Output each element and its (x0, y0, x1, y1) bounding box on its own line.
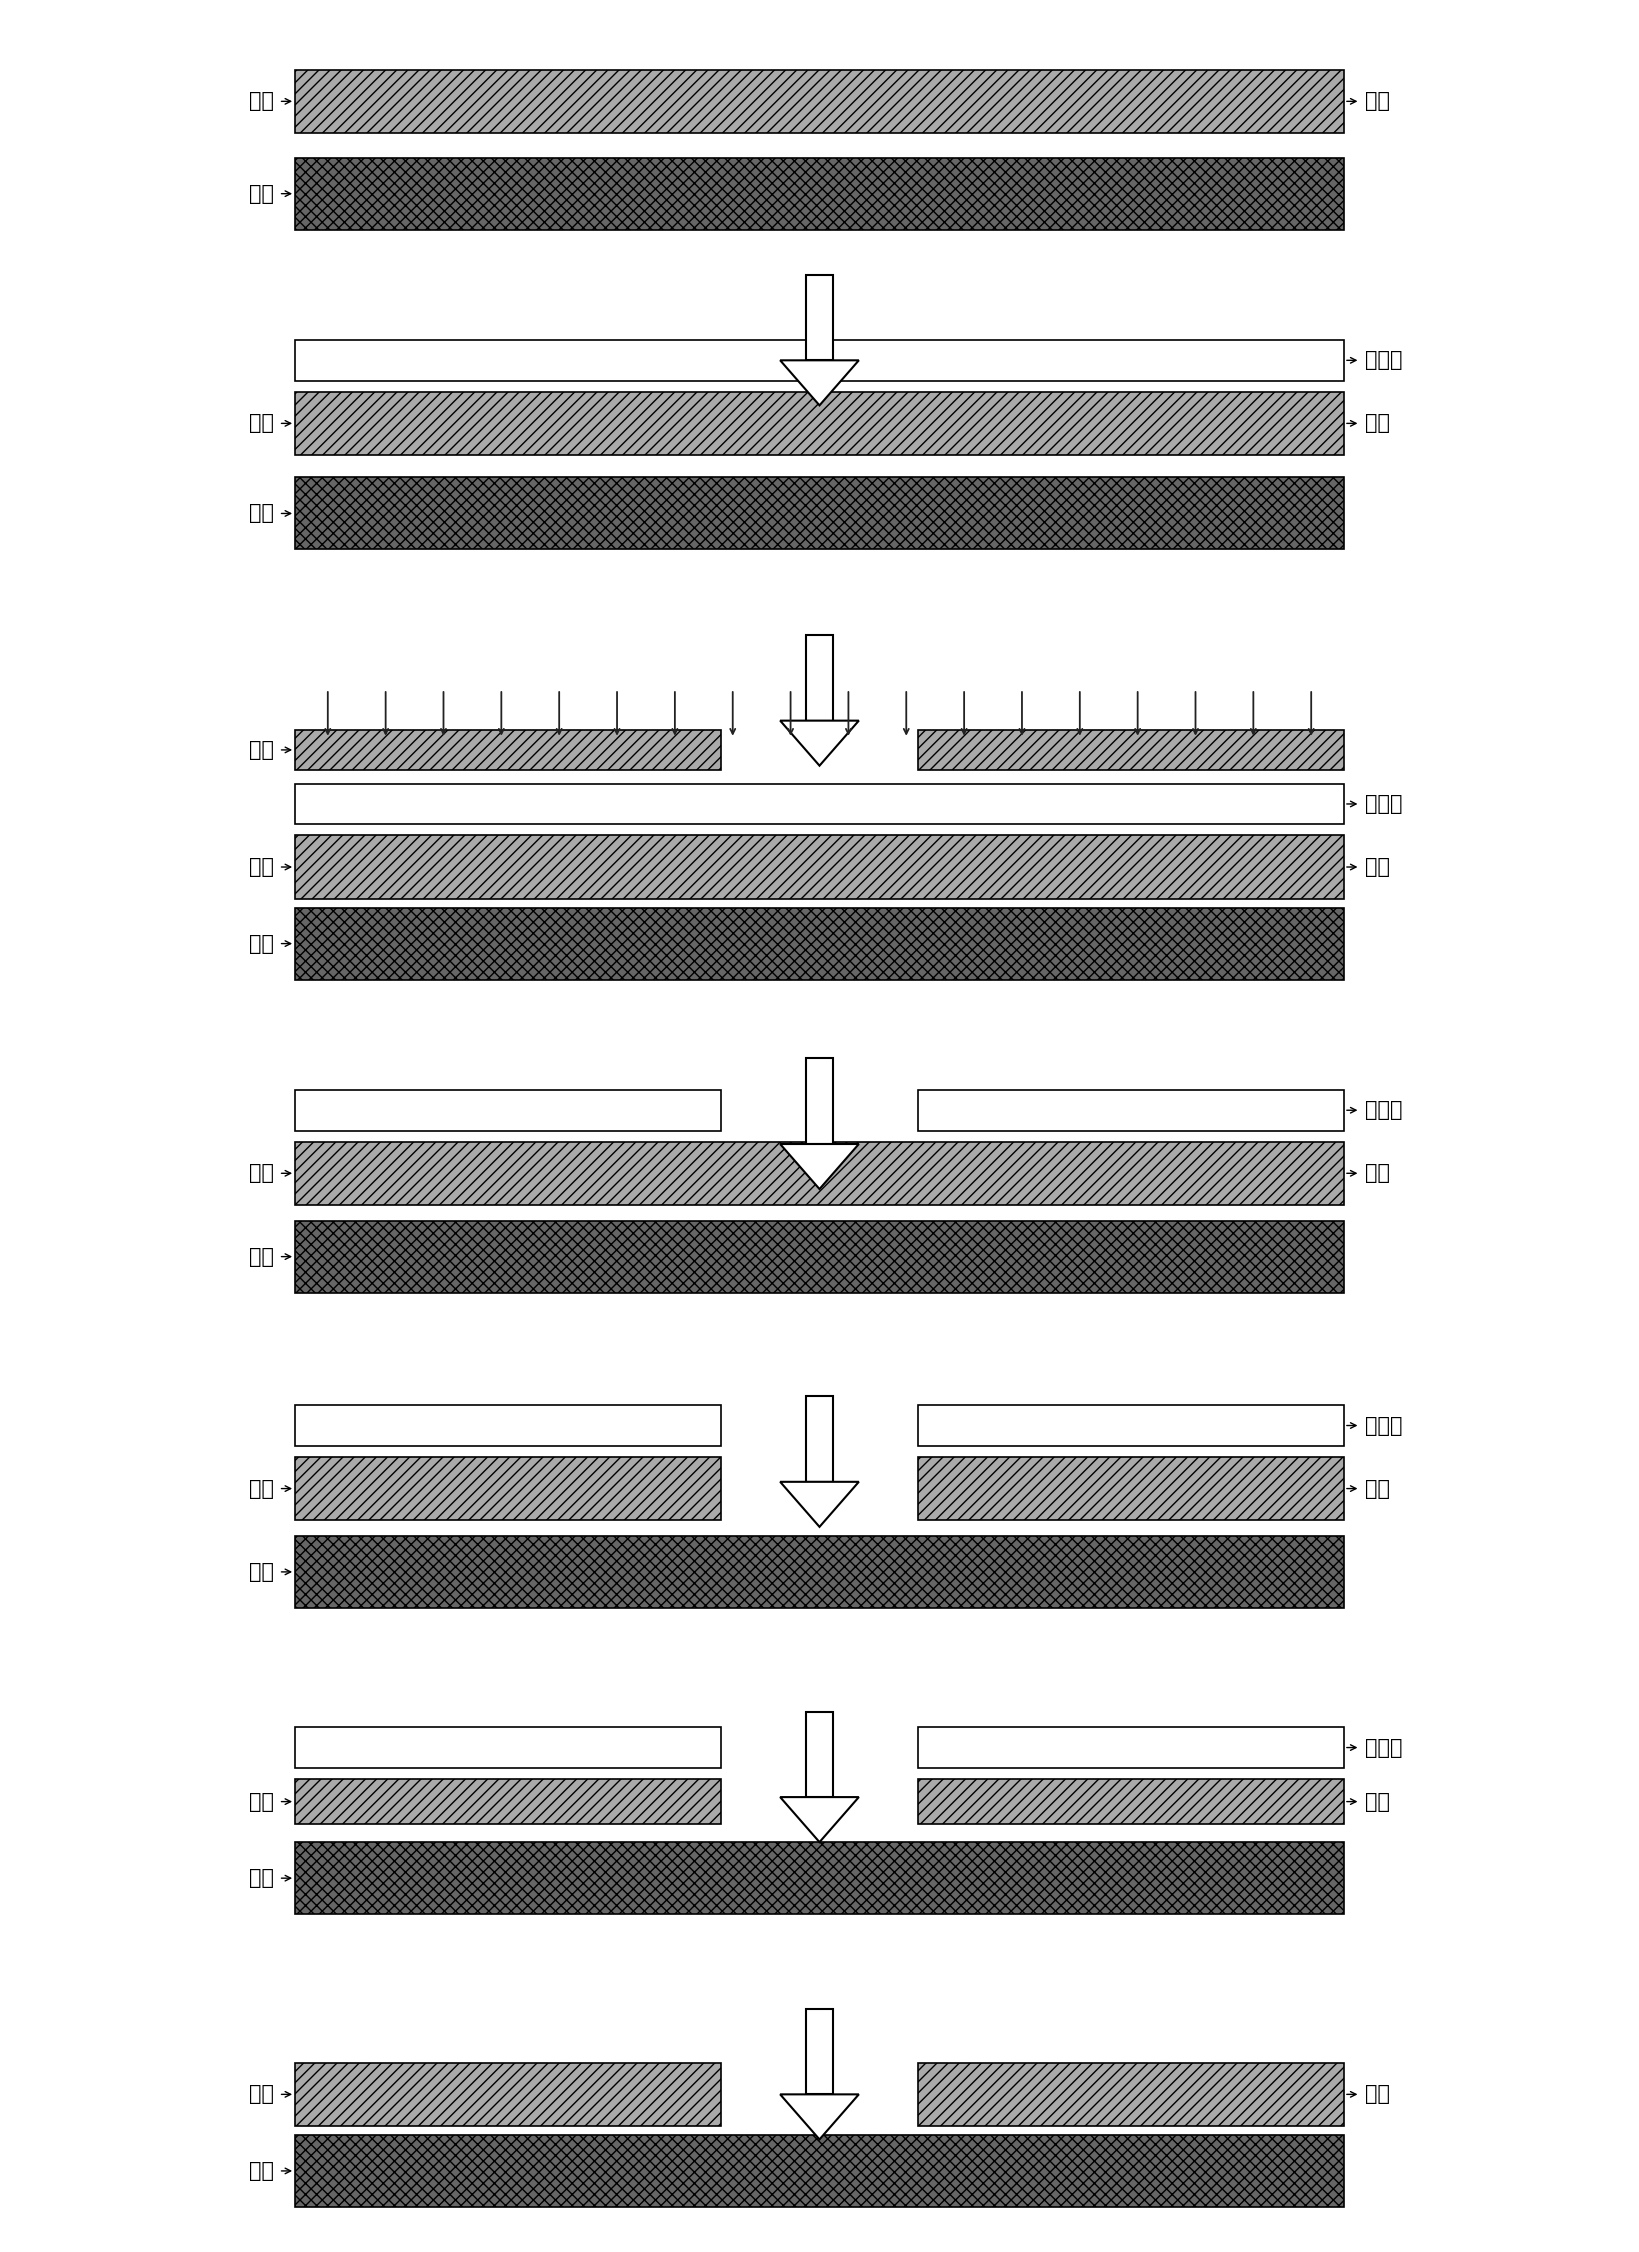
Bar (295, 908, 1344, 980)
Bar (295, 2135, 1344, 2207)
Bar (295, 158, 1344, 230)
Bar (918, 2063, 1344, 2126)
Text: 基片: 基片 (249, 1563, 274, 1581)
Polygon shape (780, 360, 859, 405)
Text: 金膜: 金膜 (249, 92, 274, 110)
Bar (918, 1090, 1344, 1131)
Bar (806, 1396, 833, 1482)
Text: 基片: 基片 (249, 1248, 274, 1266)
Bar (295, 392, 1344, 455)
Bar (918, 1727, 1344, 1768)
Bar (295, 1842, 1344, 1914)
Text: 铬膜: 铬膜 (1365, 414, 1390, 432)
Text: 金膜: 金膜 (249, 1793, 274, 1811)
Bar (295, 1405, 721, 1446)
Text: 金膜: 金膜 (249, 1164, 274, 1182)
Text: 光刻胶: 光刻胶 (1365, 351, 1403, 369)
Bar (806, 1712, 833, 1797)
Bar (918, 1405, 1344, 1446)
Polygon shape (780, 1144, 859, 1189)
Bar (806, 1058, 833, 1144)
Text: 金膜: 金膜 (249, 2085, 274, 2103)
Text: 金膜: 金膜 (249, 414, 274, 432)
Text: 基片: 基片 (249, 504, 274, 522)
Text: 铬膜: 铬膜 (1365, 1480, 1390, 1498)
Bar (295, 1536, 1344, 1608)
Bar (295, 1779, 721, 1824)
Bar (295, 477, 1344, 549)
Bar (295, 1090, 721, 1131)
Polygon shape (780, 1797, 859, 1842)
Bar (295, 784, 1344, 824)
Text: 基片: 基片 (249, 935, 274, 953)
Text: 铬膜: 铬膜 (1365, 92, 1390, 110)
Text: 铬膜: 铬膜 (1365, 2085, 1390, 2103)
Text: 光刻胶: 光刻胶 (1365, 1417, 1403, 1435)
Text: 光刻胶: 光刻胶 (1365, 795, 1403, 813)
Bar (295, 1727, 721, 1768)
Polygon shape (780, 721, 859, 766)
Bar (295, 1221, 1344, 1293)
Text: 光刻胶: 光刻胶 (1365, 1739, 1403, 1757)
Bar (806, 2009, 833, 2094)
Bar (295, 835, 1344, 899)
Text: 金膜: 金膜 (249, 858, 274, 876)
Bar (918, 1779, 1344, 1824)
Bar (295, 340, 1344, 381)
Text: 基片: 基片 (249, 185, 274, 203)
Bar (806, 635, 833, 721)
Polygon shape (780, 2094, 859, 2139)
Text: 铬膜: 铬膜 (1365, 1164, 1390, 1182)
Bar (918, 730, 1344, 770)
Text: 铬膜: 铬膜 (1365, 858, 1390, 876)
Polygon shape (780, 1482, 859, 1527)
Text: 金膜: 金膜 (249, 1480, 274, 1498)
Bar (295, 1142, 1344, 1205)
Bar (295, 1457, 721, 1520)
Bar (295, 70, 1344, 133)
Bar (295, 730, 721, 770)
Text: 基片: 基片 (249, 2162, 274, 2180)
Bar (806, 275, 833, 360)
Bar (918, 1457, 1344, 1520)
Text: 铬膜: 铬膜 (1365, 1793, 1390, 1811)
Bar (295, 2063, 721, 2126)
Text: 基片: 基片 (249, 1869, 274, 1887)
Text: 掩模: 掩模 (249, 741, 274, 759)
Text: 光刻胶: 光刻胶 (1365, 1101, 1403, 1119)
